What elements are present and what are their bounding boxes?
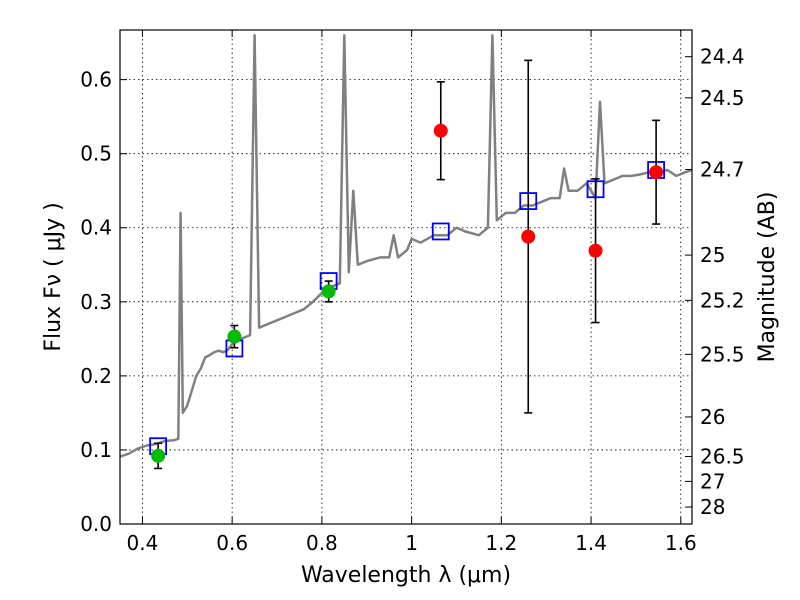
x-tick-labels: 0.4 0.6 0.8 1 1.2 1.4 1.6	[127, 531, 697, 555]
x-tick-label: 1.6	[665, 531, 697, 555]
right-axis-label: Magnitude (AB)	[755, 192, 780, 363]
observed-photometry-points	[151, 123, 664, 463]
right-tick-label: 26	[700, 405, 725, 429]
near-ir-detection-point	[649, 165, 664, 180]
y-tick-label: 0.4	[80, 216, 112, 240]
right-tick-label: 24.4	[700, 45, 745, 69]
y-tick-label: 0.2	[80, 364, 112, 388]
right-tick-label: 27	[700, 469, 725, 493]
x-tick-label: 0.4	[127, 531, 159, 555]
x-tick-label: 0.6	[216, 531, 248, 555]
y-axis-label: Flux Fν ( μJy )	[41, 202, 66, 351]
optical-detection-point	[151, 448, 166, 463]
x-axis-label: Wavelength λ (μm)	[301, 563, 511, 588]
y-tick-label: 0.6	[80, 68, 112, 92]
near-ir-detection-point	[433, 123, 448, 138]
y-tick-labels: 0.0 0.1 0.2 0.3 0.4 0.5 0.6	[80, 68, 112, 536]
y-tick-label: 0.5	[80, 142, 112, 166]
optical-detection-point	[321, 284, 336, 299]
x-tick-label: 0.8	[306, 531, 338, 555]
right-tick-label: 24.7	[700, 158, 745, 182]
right-tick-label: 25	[700, 243, 725, 267]
near-ir-detection-point	[588, 243, 603, 258]
grid-lines	[120, 30, 692, 524]
model-photometry-square	[431, 222, 450, 241]
near-ir-detection-point	[521, 229, 536, 244]
y-tick-label: 0.1	[80, 438, 112, 462]
y-tick-label: 0.3	[80, 290, 112, 314]
axis-ticks	[120, 30, 692, 525]
x-tick-label: 1	[405, 531, 418, 555]
right-tick-label: 25.5	[700, 342, 745, 366]
x-tick-label: 1.4	[575, 531, 607, 555]
right-tick-label: 24.5	[700, 86, 745, 110]
optical-detection-point	[227, 329, 242, 344]
right-tick-label: 26.5	[700, 444, 745, 468]
right-tick-label: 28	[700, 495, 725, 519]
x-tick-label: 1.2	[485, 531, 517, 555]
y-tick-label: 0.0	[80, 512, 112, 536]
right-tick-label: 25.2	[700, 288, 745, 312]
plot-frame	[119, 29, 693, 525]
